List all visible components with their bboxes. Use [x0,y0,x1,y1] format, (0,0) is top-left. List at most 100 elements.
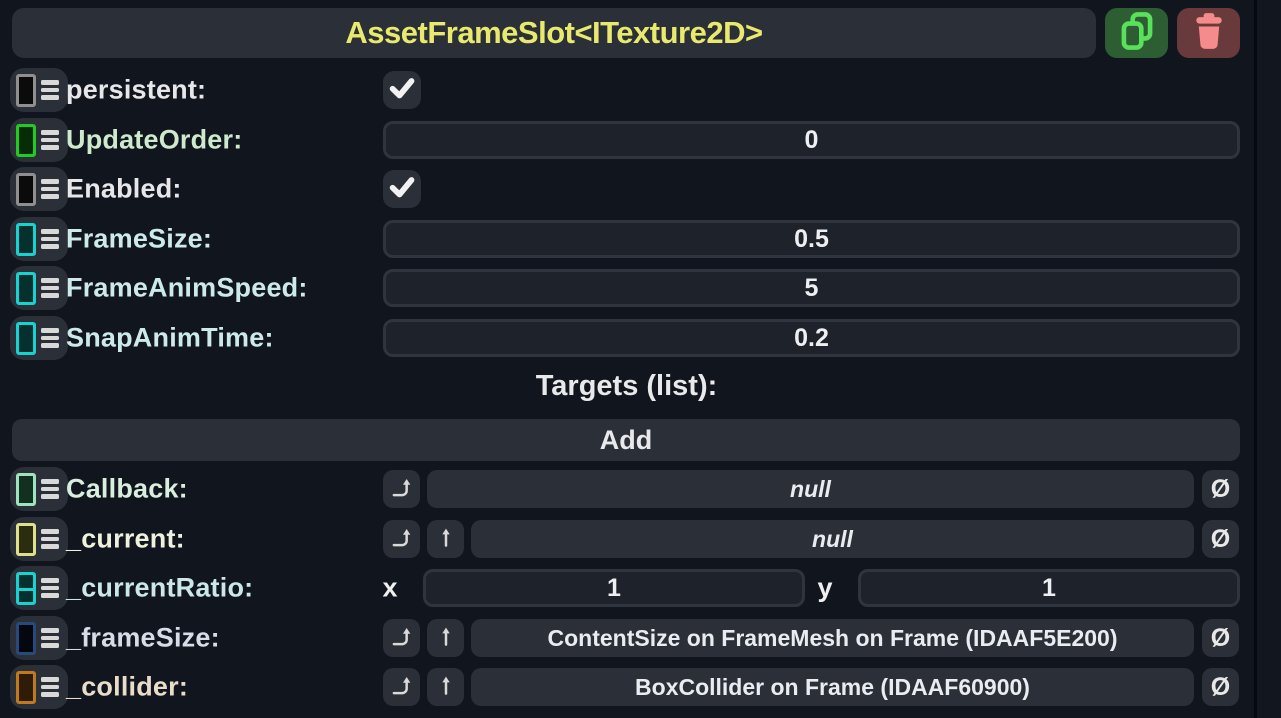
type-indicator-button[interactable] [10,467,68,511]
set-reference-button[interactable] [427,520,464,558]
row-frame-size-ref: _frameSize: ContentSize on FrameMesh on … [0,616,1253,660]
field-label: UpdateOrder: [66,124,243,155]
menu-icon [41,529,59,549]
set-reference-button[interactable] [427,619,464,657]
checkmark-icon [387,73,417,108]
field-type-indicator-icon [16,172,36,206]
menu-icon [41,80,59,100]
field-type-indicator-icon [16,670,36,704]
field-label: SnapAnimTime: [66,322,274,353]
current-reference-field[interactable]: null [471,520,1194,558]
duplicate-component-button[interactable] [1105,8,1168,58]
row-current-ratio: _currentRatio: x 1 y 1 [0,566,1253,610]
row-callback: Callback: null Ø [0,467,1253,511]
frame-size-input[interactable]: 0.5 [383,220,1240,258]
jump-arrow-icon [389,474,415,505]
frame-anim-speed-input[interactable]: 5 [383,269,1240,307]
x-axis-label: x [382,572,398,603]
jump-to-reference-button[interactable] [383,470,420,508]
panel-right-margin [1257,0,1281,718]
type-indicator-button[interactable] [10,167,68,211]
field-type-indicator-icon [16,621,36,655]
field-label: _currentRatio: [66,572,254,603]
update-order-value: 0 [804,125,819,154]
field-label: FrameSize: [66,223,213,254]
row-update-order: UpdateOrder: 0 [0,118,1253,162]
delete-component-button[interactable] [1177,8,1240,58]
inspector-header: AssetFrameSlot<ITexture2D> [12,8,1240,58]
type-indicator-button[interactable] [10,517,68,561]
current-ratio-x-input[interactable]: 1 [423,569,805,607]
null-set-icon: Ø [1210,623,1231,652]
row-frame-anim-speed: FrameAnimSpeed: 5 [0,266,1253,310]
null-set-icon: Ø [1210,672,1231,701]
component-title-button[interactable]: AssetFrameSlot<ITexture2D> [12,8,1096,58]
jump-arrow-icon [389,623,415,654]
frame-size-value: 0.5 [794,224,829,253]
row-persistent: persistent: [0,68,1253,112]
field-label: Enabled: [66,173,182,204]
field-label: _frameSize: [66,622,220,653]
null-set-icon: Ø [1210,474,1231,503]
jump-to-reference-button[interactable] [383,668,420,706]
field-type-indicator-vec2-icon [16,571,36,605]
enabled-checkbox[interactable] [383,170,421,208]
clear-reference-button[interactable]: Ø [1202,619,1239,657]
set-reference-button[interactable] [427,668,464,706]
clear-reference-button[interactable]: Ø [1202,520,1239,558]
add-target-button[interactable]: Add [12,419,1240,461]
menu-icon [41,479,59,499]
component-title: AssetFrameSlot<ITexture2D> [345,15,763,50]
field-type-indicator-icon [16,271,36,305]
menu-icon [41,328,59,348]
field-label: _current: [66,523,185,554]
field-label: FrameAnimSpeed: [66,272,308,303]
row-frame-size: FrameSize: 0.5 [0,217,1253,261]
type-indicator-button[interactable] [10,118,68,162]
type-indicator-button[interactable] [10,316,68,360]
current-ratio-y-input[interactable]: 1 [858,569,1240,607]
type-indicator-button[interactable] [10,266,68,310]
menu-icon [41,578,59,598]
jump-to-reference-button[interactable] [383,619,420,657]
field-type-indicator-icon [16,123,36,157]
field-type-indicator-icon [16,522,36,556]
null-set-icon: Ø [1210,524,1231,553]
snap-anim-time-input[interactable]: 0.2 [383,319,1240,357]
type-indicator-button[interactable] [10,217,68,261]
field-label: persistent: [66,74,207,105]
clear-reference-button[interactable]: Ø [1202,470,1239,508]
frame-size-ref-value: ContentSize on FrameMesh on Frame (IDAAF… [547,624,1118,651]
up-arrow-icon [433,524,459,555]
jump-arrow-icon [389,672,415,703]
checkmark-icon [387,172,417,207]
type-indicator-button[interactable] [10,566,68,610]
up-arrow-icon [433,672,459,703]
current-value: null [812,525,853,552]
row-snap-anim-time: SnapAnimTime: 0.2 [0,316,1253,360]
collider-reference-field[interactable]: BoxCollider on Frame (IDAAF60900) [471,668,1194,706]
update-order-input[interactable]: 0 [383,121,1240,159]
jump-arrow-icon [389,524,415,555]
frame-size-reference-field[interactable]: ContentSize on FrameMesh on Frame (IDAAF… [471,619,1194,657]
type-indicator-button[interactable] [10,665,68,709]
callback-value: null [790,475,831,502]
menu-icon [41,628,59,648]
jump-to-reference-button[interactable] [383,520,420,558]
menu-icon [41,677,59,697]
y-axis-label: y [817,572,833,603]
field-type-indicator-icon [16,222,36,256]
type-indicator-button[interactable] [10,68,68,112]
row-enabled: Enabled: [0,167,1253,211]
callback-reference-field[interactable]: null [427,470,1194,508]
row-current: _current: null Ø [0,517,1253,561]
up-arrow-icon [433,623,459,654]
type-indicator-button[interactable] [10,616,68,660]
field-label: Callback: [66,473,188,504]
current-ratio-y-value: 1 [1042,573,1056,602]
add-button-label: Add [599,424,653,455]
clear-reference-button[interactable]: Ø [1202,668,1239,706]
row-collider: _collider: BoxCollider on Frame (IDAAF60… [0,665,1253,709]
persistent-checkbox[interactable] [383,71,421,109]
